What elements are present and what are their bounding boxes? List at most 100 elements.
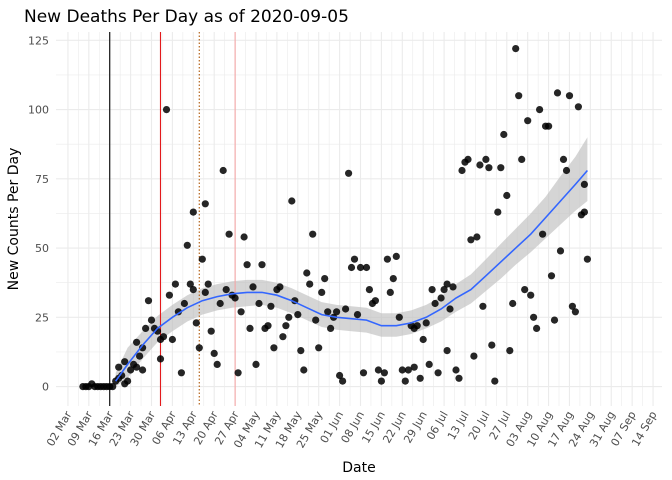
- data-point: [207, 327, 215, 335]
- data-point: [550, 316, 559, 324]
- data-point: [515, 92, 523, 100]
- data-point: [324, 308, 332, 316]
- data-point: [389, 275, 397, 283]
- data-point: [133, 338, 141, 346]
- y-tick-label: 75: [35, 173, 49, 186]
- y-axis-label: New Counts Per Day: [6, 148, 22, 291]
- data-point: [288, 197, 296, 205]
- data-point: [583, 255, 592, 263]
- data-point: [318, 288, 326, 296]
- data-point: [467, 236, 475, 244]
- data-point: [258, 261, 266, 269]
- data-point: [404, 366, 412, 374]
- data-point: [500, 130, 508, 139]
- data-point: [473, 233, 481, 241]
- data-point: [147, 316, 156, 324]
- data-point: [124, 377, 132, 385]
- data-point: [347, 263, 356, 272]
- data-point: [309, 230, 317, 238]
- data-point: [136, 352, 144, 360]
- y-tick-label: 50: [35, 242, 49, 255]
- data-point: [186, 280, 194, 288]
- data-point: [282, 322, 290, 330]
- data-point: [162, 106, 171, 114]
- data-point: [527, 291, 535, 299]
- data-point: [356, 263, 365, 272]
- data-point: [297, 347, 305, 355]
- data-point: [225, 230, 233, 238]
- data-point: [547, 272, 556, 280]
- data-point: [431, 299, 439, 308]
- data-point: [243, 261, 251, 269]
- data-point: [345, 169, 353, 177]
- data-point: [434, 369, 442, 377]
- data-point: [315, 344, 323, 352]
- data-point: [353, 311, 362, 319]
- data-point: [267, 302, 275, 310]
- data-point: [443, 347, 451, 355]
- data-point: [568, 302, 577, 310]
- data-point: [127, 366, 135, 374]
- data-point: [452, 366, 460, 374]
- y-tick-labels: 0 25 50 75 100 125: [28, 34, 49, 393]
- data-point: [425, 360, 433, 368]
- data-point: [365, 286, 373, 294]
- data-point: [533, 324, 541, 332]
- data-point: [133, 363, 141, 371]
- data-point: [201, 200, 209, 208]
- data-point: [524, 117, 532, 125]
- data-point: [580, 208, 589, 216]
- data-point: [359, 369, 368, 377]
- data-point: [264, 322, 272, 330]
- data-point: [171, 280, 179, 288]
- data-point: [530, 313, 538, 321]
- y-tick-label: 0: [42, 381, 49, 394]
- data-point: [159, 333, 168, 341]
- data-point: [545, 122, 553, 130]
- data-point: [231, 294, 239, 302]
- data-point: [470, 352, 478, 360]
- data-point: [189, 208, 197, 216]
- data-point: [565, 92, 574, 100]
- data-point: [398, 366, 406, 374]
- data-point: [198, 255, 206, 263]
- y-tick-label: 100: [28, 104, 49, 117]
- data-points-layer: [79, 45, 592, 391]
- y-tick-label: 125: [28, 34, 49, 47]
- data-point: [380, 369, 388, 377]
- data-point: [446, 305, 454, 313]
- data-point: [464, 155, 472, 163]
- data-point: [491, 377, 499, 385]
- data-point: [428, 286, 436, 294]
- data-point: [240, 233, 248, 241]
- data-point: [156, 355, 165, 363]
- data-point: [512, 45, 520, 53]
- data-point: [536, 106, 544, 114]
- confidence-band: [115, 137, 588, 387]
- data-point: [216, 299, 224, 308]
- data-point: [177, 369, 185, 377]
- data-point: [115, 363, 123, 371]
- data-point: [556, 247, 565, 255]
- data-point: [270, 344, 278, 352]
- data-point: [485, 164, 493, 172]
- data-point: [482, 155, 490, 163]
- data-point: [416, 374, 424, 382]
- data-point: [562, 166, 571, 175]
- data-point: [195, 344, 203, 352]
- data-point: [362, 263, 371, 272]
- data-point: [118, 371, 126, 380]
- data-point: [144, 297, 153, 305]
- data-point: [342, 305, 350, 313]
- data-point: [395, 313, 403, 321]
- data-point: [294, 311, 302, 319]
- data-point: [553, 89, 562, 97]
- data-point: [333, 308, 341, 316]
- data-point: [374, 366, 382, 374]
- data-point: [219, 166, 227, 175]
- data-point: [180, 299, 188, 308]
- data-point: [279, 333, 287, 341]
- data-point: [336, 371, 344, 380]
- data-point: [401, 377, 409, 385]
- smooth-line-layer: [115, 169, 589, 382]
